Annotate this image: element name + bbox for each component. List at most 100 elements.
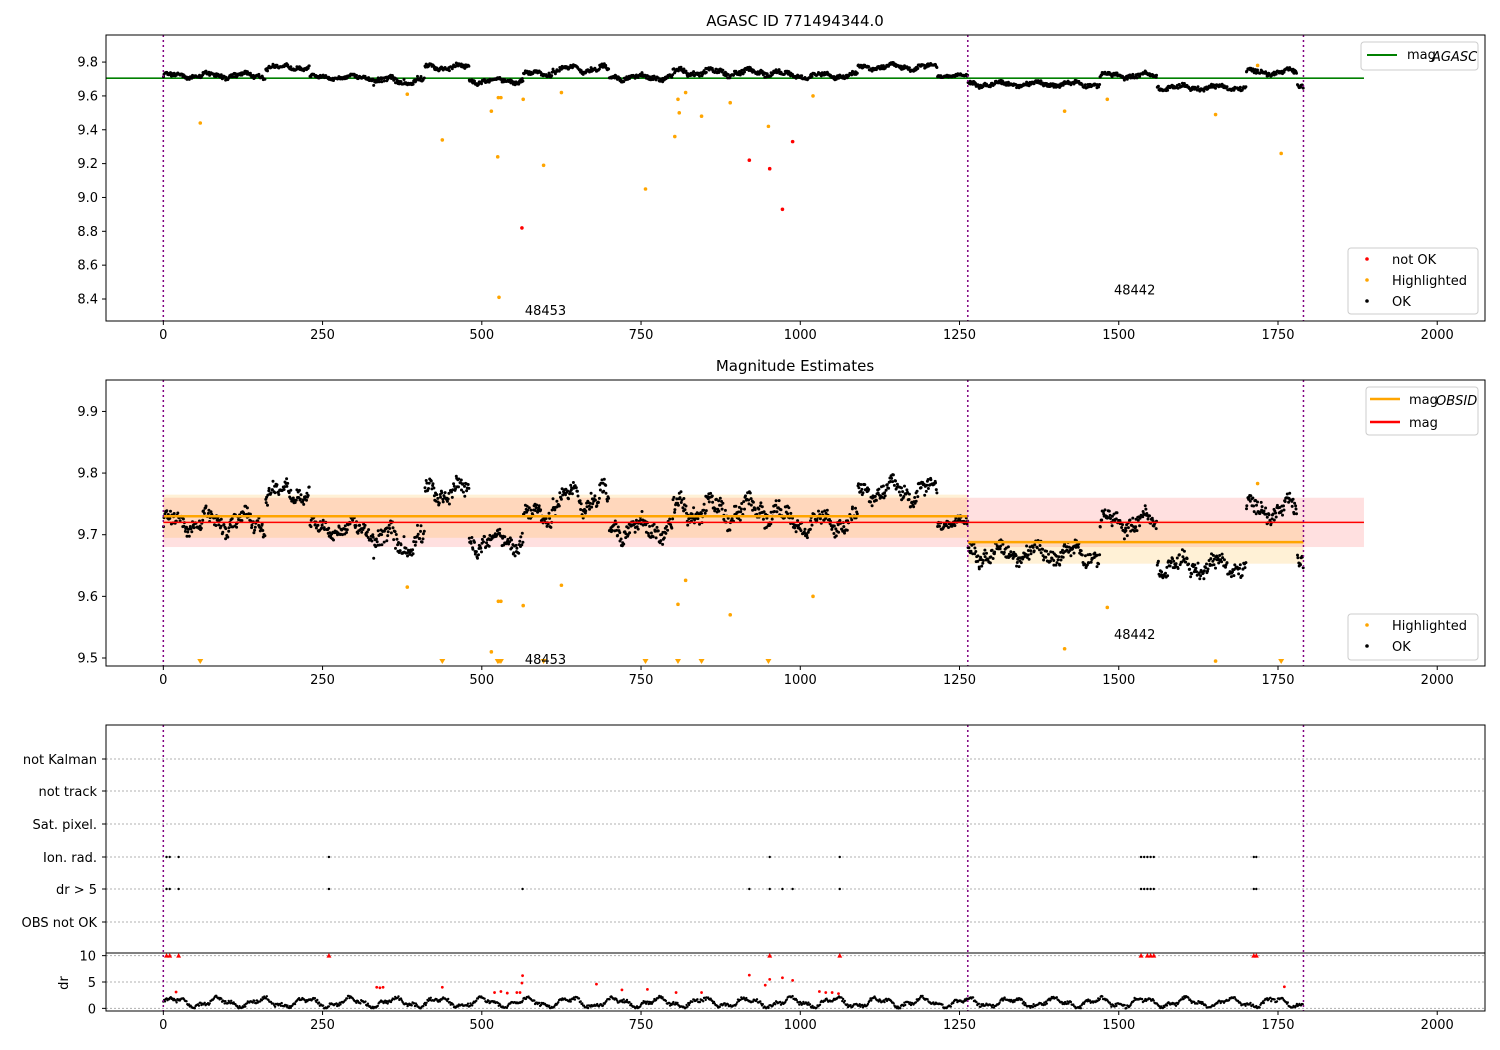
ok-point	[235, 525, 239, 529]
dr-point	[1088, 999, 1092, 1002]
ok-point	[762, 510, 766, 514]
dr-point	[630, 1002, 633, 1006]
ok-point	[907, 498, 911, 501]
dr-point	[293, 1002, 297, 1006]
dr-point	[429, 996, 432, 999]
legend-box	[1360, 41, 1479, 71]
ok-point	[267, 489, 271, 493]
dr-point	[1020, 998, 1024, 1001]
ok-point	[1285, 492, 1289, 496]
ok-point	[1182, 549, 1186, 553]
ok-point	[851, 69, 854, 73]
ok-point	[843, 531, 846, 535]
ok-point	[386, 530, 390, 534]
ok-point	[473, 552, 477, 556]
highlighted-point	[1062, 646, 1067, 651]
ok-point	[652, 522, 656, 526]
ok-point	[1014, 554, 1018, 558]
ok-point	[664, 531, 668, 535]
dr-point	[745, 996, 748, 1000]
ok-point	[1076, 545, 1080, 549]
ok-point	[589, 491, 593, 495]
ok-point	[739, 510, 743, 514]
ok-point	[1251, 496, 1255, 500]
ok-point	[294, 498, 298, 502]
dr-point	[483, 997, 486, 1000]
ok-point	[579, 502, 583, 506]
highlighted-point	[643, 187, 648, 191]
ok-point	[419, 529, 422, 533]
ok-point	[1260, 508, 1264, 512]
ok-point	[547, 511, 551, 515]
not-ok-point	[747, 158, 752, 163]
dr-point	[538, 1001, 541, 1005]
ok-point	[993, 550, 997, 554]
ok-point	[204, 69, 208, 73]
dr-point	[941, 1003, 944, 1006]
ok-point	[998, 547, 1002, 551]
ok-point	[227, 529, 231, 533]
ok-point	[1275, 503, 1279, 507]
dr-point	[260, 999, 264, 1002]
ok-point	[902, 495, 906, 498]
ok-point	[988, 561, 992, 565]
ok-point	[302, 502, 306, 506]
ok-point	[257, 72, 261, 76]
ok-point	[610, 528, 614, 532]
dr-point	[625, 998, 629, 1002]
ok-point	[585, 505, 589, 509]
ok-point	[671, 517, 675, 521]
flag-point	[1139, 855, 1143, 859]
highlighted-point	[559, 90, 564, 95]
dr-point	[185, 1000, 188, 1003]
ok-point	[1233, 563, 1237, 567]
flag-point	[1252, 855, 1255, 859]
ok-point	[855, 71, 859, 75]
ok-point	[480, 537, 484, 541]
ok-point	[976, 554, 980, 558]
ok-point	[899, 493, 903, 497]
ok-point	[883, 494, 887, 498]
ok-point	[305, 498, 308, 502]
ok-point	[1031, 545, 1035, 549]
ok-point	[1052, 85, 1056, 89]
ok-point	[285, 477, 289, 481]
ok-point	[508, 540, 512, 544]
ok-point	[1205, 562, 1208, 566]
ok-point	[593, 494, 597, 498]
ok-point	[789, 511, 793, 515]
ok-point	[1154, 527, 1158, 531]
ok-point	[597, 67, 601, 71]
ok-point	[938, 524, 941, 528]
dr-point	[577, 997, 581, 1000]
flag-point	[1149, 887, 1152, 891]
dr-point	[696, 998, 699, 1001]
ok-point	[332, 538, 335, 542]
ok-point	[1100, 73, 1104, 77]
flag-point	[768, 887, 771, 891]
dr-point	[1098, 997, 1102, 1001]
legend-label: Highlighted	[1392, 619, 1467, 634]
ok-point	[1175, 556, 1179, 560]
dr-point	[672, 1000, 675, 1004]
ok-point	[655, 525, 659, 529]
ok-point	[1135, 529, 1139, 533]
ok-point	[857, 486, 861, 490]
dr-point	[366, 1002, 370, 1005]
ok-point	[1260, 505, 1264, 509]
ok-point	[805, 533, 809, 537]
ok-point	[1282, 70, 1286, 74]
dr-point	[279, 1004, 283, 1007]
ok-point	[571, 481, 575, 484]
ok-point	[730, 517, 734, 521]
ok-point	[1193, 563, 1197, 567]
ok-point	[360, 530, 364, 534]
ok-point	[168, 516, 172, 520]
flag-point	[748, 887, 751, 891]
flag-point	[791, 887, 794, 891]
legend-label: Highlighted	[1392, 274, 1467, 289]
ok-point	[421, 537, 425, 541]
dr-point	[998, 1001, 1001, 1004]
ok-point	[656, 529, 660, 533]
ok-point	[1069, 554, 1073, 558]
